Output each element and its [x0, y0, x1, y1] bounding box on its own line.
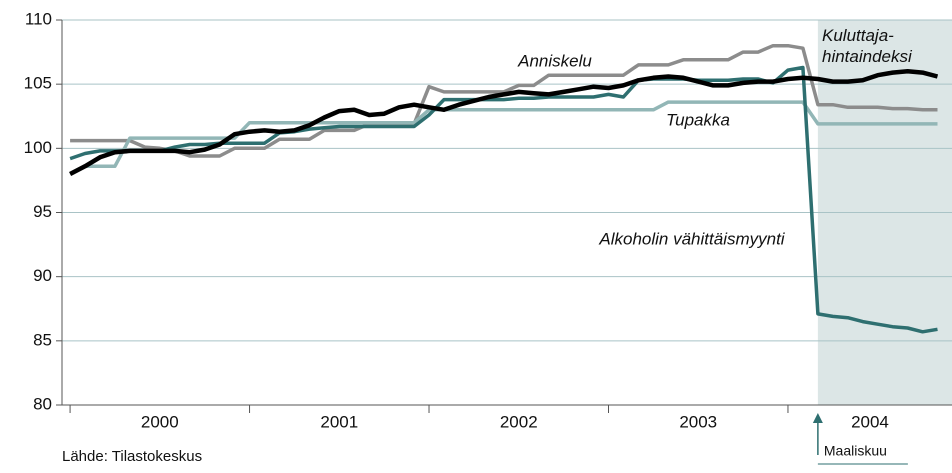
y-tick-label: 100	[24, 138, 52, 157]
series-label: Tupakka	[666, 110, 730, 129]
series-label: Anniskelu	[517, 51, 592, 70]
series-label: Kuluttaja-hintaindeksi	[822, 26, 913, 66]
x-tick-label: 2002	[500, 412, 538, 431]
series-line	[69, 65, 938, 334]
y-tick-label: 95	[33, 202, 52, 221]
source: Lähde: Tilastokeskus	[62, 448, 202, 465]
series-line	[69, 69, 939, 176]
series-line	[70, 43, 938, 158]
marker-label: Maaliskuu	[824, 443, 887, 459]
y-tick-label: 80	[33, 394, 52, 413]
y-tick-label: 105	[24, 74, 52, 93]
y-tick-label: 90	[33, 266, 52, 285]
x-tick-label: 2004	[851, 412, 889, 431]
series-line	[69, 100, 938, 176]
x-tick-label: 2003	[679, 412, 717, 431]
x-tick-label: 2001	[320, 412, 358, 431]
marker-arrowhead	[812, 413, 823, 423]
y-tick-label: 85	[33, 330, 52, 349]
series-label: Alkoholin vähittäismyynti	[598, 229, 785, 248]
y-tick-label: 110	[25, 9, 52, 28]
x-tick-label: 2000	[141, 412, 179, 431]
